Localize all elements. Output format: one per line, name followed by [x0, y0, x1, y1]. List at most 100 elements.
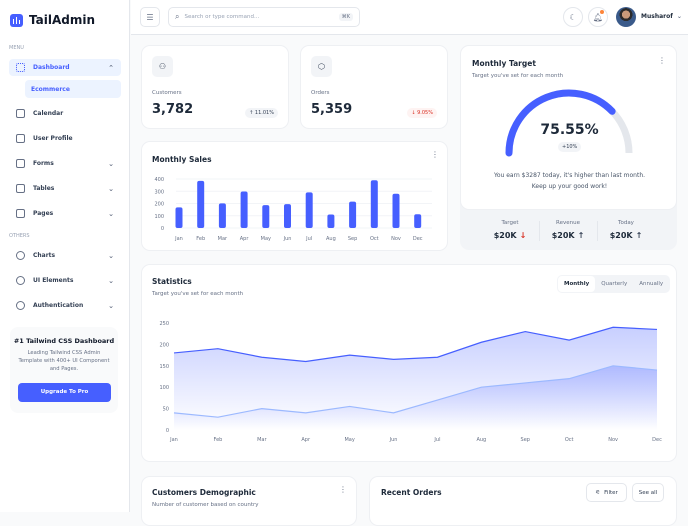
theme-toggle-button[interactable]: ☾ [563, 7, 583, 27]
upgrade-button[interactable]: Upgrade To Pro [18, 383, 111, 402]
statistics-chart: 0 50 100 150 200 250 Jan Feb Mar Apr May Jun Jul Aug S… [159, 321, 662, 443]
box-icon: ⬡ [311, 56, 332, 77]
target-stat: $20K ↑ [540, 231, 596, 240]
metric-card-customers: ⚇ Customers 3,782 ↑ 11.01% [141, 45, 289, 129]
chevron-down-icon: ⌄ [108, 209, 114, 218]
sidebar-item-authentication[interactable]: Authentication ⌄ [9, 297, 121, 314]
y-tick-label: 0 [166, 428, 169, 434]
tab-annually[interactable]: Annually [639, 281, 664, 287]
arrow-up-icon: ↑ [577, 231, 585, 240]
menu-section-label: MENU [9, 45, 24, 51]
x-tick-label: Jun [283, 236, 292, 242]
pie-chart-icon [16, 251, 25, 260]
target-stat-label: Today [618, 220, 634, 226]
card-subtitle: Target you've set for each month [472, 73, 564, 79]
sidebar-item-pages[interactable]: Pages ⌄ [9, 205, 121, 222]
arrow-down-icon: ↓ [519, 231, 527, 240]
chevron-down-icon: ⌄ [676, 13, 682, 20]
table-icon [16, 184, 25, 193]
x-tick-label: Jul [305, 236, 312, 242]
x-tick-label: Apr [301, 437, 311, 443]
monthly-sales-card: Monthly Sales ⋮ 0 100 200 300 400 Jan Feb Mar Ap… [141, 141, 448, 251]
statistics-card: Statistics Target you've set for each mo… [141, 264, 677, 462]
target-message: You earn $3287 today, it's higher than l… [493, 172, 646, 190]
x-tick-label: Aug [476, 437, 486, 443]
chevron-down-icon: ⌄ [108, 251, 114, 260]
sidebar-item-tables[interactable]: Tables ⌄ [9, 180, 121, 197]
user-circle-icon [16, 134, 25, 143]
app-name: TailAdmin [29, 13, 95, 27]
card-title: Monthly Sales [152, 155, 212, 164]
logo[interactable]: TailAdmin [10, 13, 95, 27]
logo-icon [10, 13, 23, 27]
users-icon: ⚇ [152, 56, 173, 77]
search-icon: ⌕ [175, 12, 180, 21]
sidebar-item-calendar[interactable]: Calendar [9, 105, 121, 122]
sidebar-item-dashboard[interactable]: Dashboard ⌃ [9, 59, 121, 76]
promo-text: Leading Tailwind CSS Admin Template with… [18, 350, 110, 372]
bar-jul [305, 192, 313, 228]
sidebar-item-forms[interactable]: Forms ⌄ [9, 155, 121, 172]
user-name: Musharof [641, 13, 673, 20]
metric-value: 5,359 [311, 102, 353, 117]
tab-quarterly[interactable]: Quarterly [601, 281, 628, 287]
sidebar-item-charts[interactable]: Charts ⌄ [9, 247, 121, 264]
sidebar-toggle-button[interactable]: ☰ [140, 7, 160, 27]
search-input[interactable]: ⌕ Search or type command... ⌘K [168, 7, 360, 27]
user-menu[interactable]: Musharof ⌄ [641, 13, 682, 20]
card-title: Monthly Target [472, 59, 536, 68]
metric-change: 11.01% [254, 110, 274, 116]
bar-aug [327, 214, 335, 228]
bar-sep [349, 201, 357, 228]
y-tick-label: 300 [154, 189, 164, 195]
gauge-fill [505, 89, 616, 157]
chevron-down-icon: ⌄ [108, 159, 114, 168]
card-subtitle: Number of customer based on country [152, 502, 259, 508]
filter-button[interactable]: ⚟ Filter [586, 483, 627, 502]
series-2-area [174, 365, 657, 430]
sidebar-item-ui-elements[interactable]: UI Elements ⌄ [9, 272, 121, 289]
sidebar-subitem-ecommerce[interactable]: Ecommerce [25, 80, 121, 98]
y-tick-label: 150 [159, 364, 169, 370]
avatar[interactable] [616, 7, 636, 27]
search-placeholder: Search or type command... [184, 14, 260, 20]
sidebar-item-user-profile[interactable]: User Profile [9, 130, 121, 147]
promo-title: #1 Tailwind CSS Dashboard [13, 337, 115, 345]
y-tick-label: 50 [163, 407, 169, 413]
filter-label: Filter [604, 489, 618, 496]
arrow-down-icon: ↓ [411, 110, 418, 116]
bar-may [262, 205, 270, 228]
x-tick-label: Jun [389, 437, 398, 443]
y-tick-label: 250 [159, 321, 169, 327]
more-options-icon[interactable]: ⋮ [431, 150, 439, 159]
bar-apr [240, 191, 248, 228]
x-tick-label: May [261, 236, 271, 242]
x-tick-label: Jul [433, 437, 440, 443]
sidebar-item-label: Authentication [33, 302, 84, 309]
card-title: Statistics [152, 277, 192, 286]
target-change-badge: +10% [558, 142, 582, 152]
more-options-icon[interactable]: ⋮ [339, 485, 347, 494]
series-1-line [173, 326, 658, 363]
divider [597, 221, 598, 241]
monthly-target-card: Monthly Target Target you've set for eac… [460, 45, 677, 250]
y-tick-label: 200 [159, 342, 169, 348]
see-all-button[interactable]: See all [632, 483, 664, 502]
target-stat-value: $20K [551, 231, 575, 240]
metric-label: Orders [311, 90, 330, 96]
target-stat-label: Target [501, 220, 519, 226]
bar-jun [284, 204, 291, 228]
target-percent: 75.55% [540, 122, 599, 138]
customers-demographic-card: Customers Demographic Number of customer… [141, 476, 357, 526]
sidebar: TailAdmin MENU Dashboard ⌃ Calendar User Pr… [0, 0, 130, 512]
target-stat-value: $20K [609, 231, 633, 240]
chevron-down-icon: ⌄ [108, 301, 114, 310]
monthly-sales-chart: 0 100 200 300 400 Jan Feb Mar Apr May Jun Jul Aug Sep… [154, 177, 432, 242]
tab-monthly[interactable]: Monthly [558, 276, 596, 292]
x-tick-label: Mar [257, 437, 267, 443]
more-options-icon[interactable]: ⋮ [658, 56, 666, 65]
menu-icon: ☰ [146, 12, 154, 22]
notifications-button[interactable]: 🔔︎ [588, 7, 608, 27]
bar-oct [370, 180, 378, 228]
moon-icon: ☾ [569, 12, 577, 22]
